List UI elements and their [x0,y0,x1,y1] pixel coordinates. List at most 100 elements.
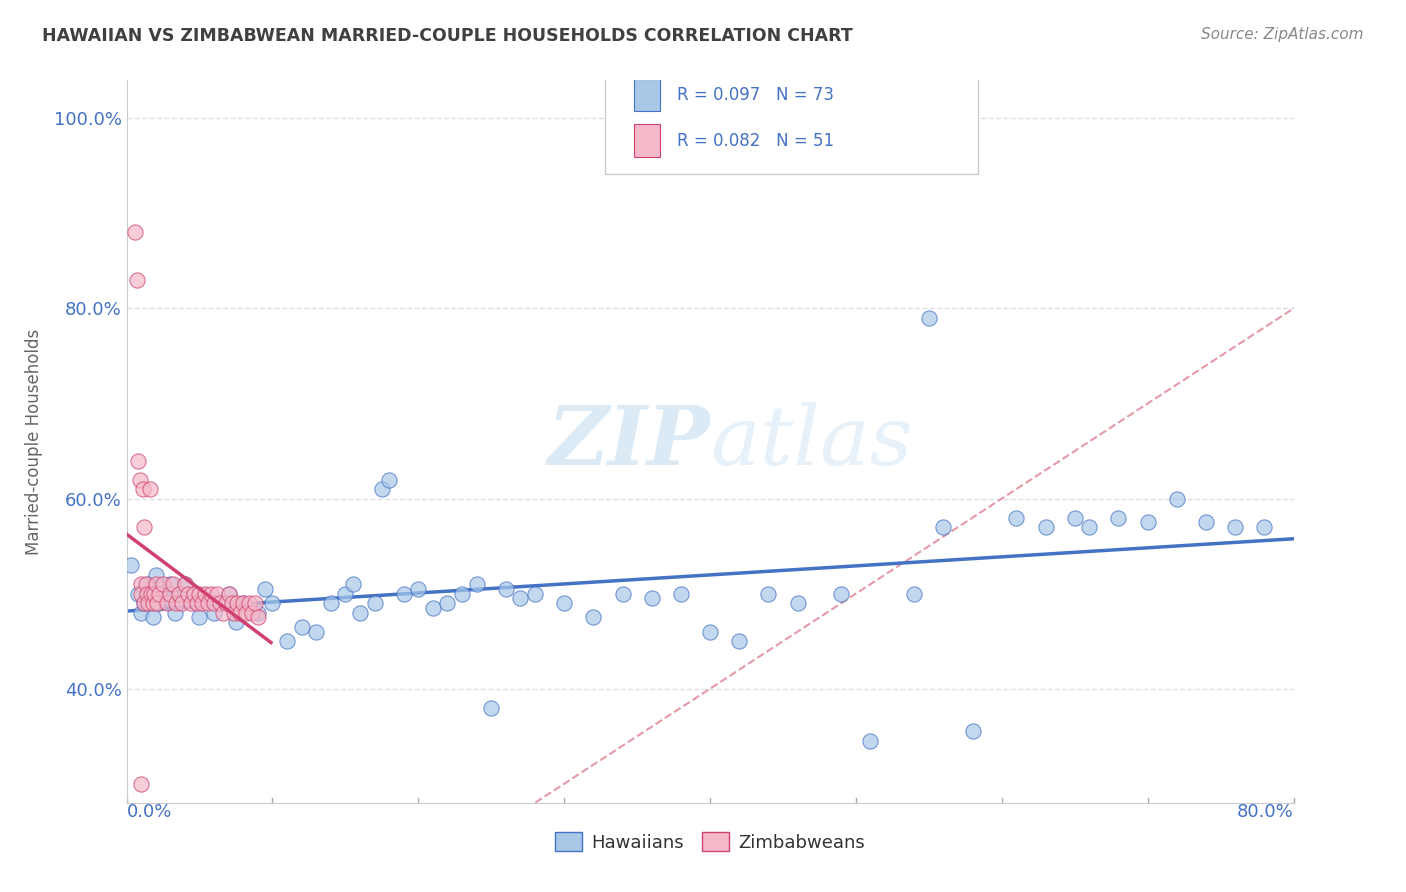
Hawaiians [349,606,371,620]
Hawaiians [342,577,364,591]
Hawaiians [859,734,882,748]
Zimbabweans [188,587,211,601]
Hawaiians [786,596,808,610]
Hawaiians [451,587,474,601]
Zimbabweans [145,577,167,591]
Hawaiians [276,634,298,648]
Zimbabweans [136,587,159,601]
Hawaiians [152,582,174,596]
Hawaiians [148,596,170,610]
Text: 80.0%: 80.0% [1237,803,1294,821]
Hawaiians [202,606,225,620]
Zimbabweans [186,596,208,610]
Text: R = 0.097   N = 73: R = 0.097 N = 73 [678,87,834,104]
Hawaiians [218,587,240,601]
Text: atlas: atlas [710,401,912,482]
Hawaiians [1136,516,1159,530]
Hawaiians [142,610,165,624]
Hawaiians [465,577,488,591]
Hawaiians [1108,510,1130,524]
Y-axis label: Married-couple Households: Married-couple Households [24,328,42,555]
Zimbabweans [129,587,152,601]
Hawaiians [1195,516,1218,530]
Hawaiians [363,596,385,610]
Hawaiians [209,596,232,610]
Hawaiians [225,615,247,630]
Hawaiians [524,587,547,601]
Hawaiians [290,620,312,634]
Zimbabweans [224,606,246,620]
Zimbabweans [191,596,214,610]
Hawaiians [163,606,186,620]
Text: Source: ZipAtlas.com: Source: ZipAtlas.com [1201,27,1364,42]
Zimbabweans [211,606,233,620]
Hawaiians [129,606,152,620]
Zimbabweans [218,587,240,601]
Hawaiians [120,558,142,573]
Hawaiians [699,624,721,639]
Zimbabweans [205,587,228,601]
Zimbabweans [132,520,155,534]
Zimbabweans [129,777,152,791]
FancyBboxPatch shape [605,59,979,174]
Zimbabweans [174,577,197,591]
Hawaiians [495,582,517,596]
Zimbabweans [141,587,163,601]
Hawaiians [392,587,415,601]
Zimbabweans [139,482,162,496]
Hawaiians [246,606,269,620]
Hawaiians [479,700,502,714]
Hawaiians [553,596,575,610]
FancyBboxPatch shape [634,124,659,157]
Hawaiians [159,577,181,591]
Hawaiians [335,587,357,601]
Zimbabweans [127,453,149,467]
Hawaiians [422,601,444,615]
Legend: Hawaiians, Zimbabweans: Hawaiians, Zimbabweans [548,825,872,859]
Hawaiians [612,587,634,601]
Hawaiians [305,624,328,639]
Zimbabweans [221,596,243,610]
Zimbabweans [125,273,148,287]
Hawaiians [669,587,692,601]
Zimbabweans [200,587,222,601]
Hawaiians [408,582,430,596]
Zimbabweans [243,596,266,610]
Zimbabweans [215,596,238,610]
Zimbabweans [238,596,260,610]
Zimbabweans [197,596,219,610]
Hawaiians [932,520,955,534]
Zimbabweans [232,596,254,610]
Zimbabweans [143,587,166,601]
Hawaiians [509,591,531,606]
Zimbabweans [134,577,156,591]
Zimbabweans [180,596,202,610]
Hawaiians [188,610,211,624]
Text: R = 0.082   N = 51: R = 0.082 N = 51 [678,132,835,150]
Hawaiians [830,587,852,601]
Hawaiians [232,596,254,610]
Hawaiians [436,596,458,610]
Hawaiians [132,596,155,610]
Hawaiians [1078,520,1101,534]
Zimbabweans [146,596,169,610]
Hawaiians [582,610,605,624]
Zimbabweans [148,587,170,601]
Hawaiians [254,582,277,596]
Zimbabweans [167,587,190,601]
Hawaiians [170,591,193,606]
Hawaiians [174,577,197,591]
Zimbabweans [142,596,165,610]
Hawaiians [378,473,401,487]
Zimbabweans [208,596,231,610]
Hawaiians [156,591,179,606]
Hawaiians [728,634,751,648]
Zimbabweans [229,606,252,620]
Zimbabweans [132,596,155,610]
Hawaiians [903,587,925,601]
Hawaiians [127,587,149,601]
Zimbabweans [177,587,200,601]
Zimbabweans [124,226,146,240]
Zimbabweans [226,596,249,610]
Zimbabweans [202,596,225,610]
